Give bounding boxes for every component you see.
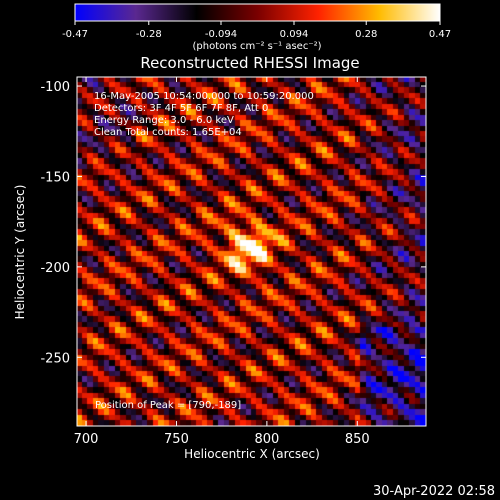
colorbar-tick-label: -0.28 xyxy=(136,29,162,40)
colorbar-tick-label: 0.094 xyxy=(280,29,309,40)
annotations: 16-May-2005 10:54:00.000 to 10:59:20.000… xyxy=(94,91,314,138)
x-axis: 700 750 800 850 xyxy=(74,77,370,447)
y-tick-label: -100 xyxy=(40,80,70,95)
colorbar-tick-label: -0.47 xyxy=(62,29,88,40)
peak-position-label: Position of Peak = [790,-189] xyxy=(95,400,241,411)
annotation-line: Clean Total counts: 1.65E+04 xyxy=(94,127,242,138)
x-tick-label: 850 xyxy=(345,432,370,447)
x-tick-label: 750 xyxy=(164,432,189,447)
colorbar-tick-label: 0.28 xyxy=(355,29,377,40)
y-tick-label: -200 xyxy=(40,261,70,276)
colorbar-gradient xyxy=(74,3,441,22)
y-tick-label: -250 xyxy=(40,351,70,366)
plot-frame xyxy=(76,76,427,427)
timestamp: 30-Apr-2022 02:58 xyxy=(373,484,495,499)
colorbar-ticks: -0.47 -0.28 -0.094 0.094 0.28 0.47 xyxy=(62,21,451,40)
heatmap-image xyxy=(76,76,427,427)
y-axis-label: Heliocentric Y (arcsec) xyxy=(13,185,27,320)
x-axis-label: Heliocentric X (arcsec) xyxy=(184,447,320,461)
annotation-line: Detectors: 3F 4F 5F 6F 7F 8F, Att 0 xyxy=(94,103,268,114)
heatmap-canvas xyxy=(77,77,426,426)
x-tick-label: 700 xyxy=(74,432,99,447)
x-tick-label: 800 xyxy=(254,432,279,447)
colorbar-tick-label: 0.47 xyxy=(429,29,451,40)
colorbar-tick-label: -0.094 xyxy=(205,29,237,40)
y-axis: -100 -150 -200 -250 xyxy=(40,80,426,366)
y-tick-label: -150 xyxy=(40,170,70,185)
annotation-line: 16-May-2005 10:54:00.000 to 10:59:20.000 xyxy=(94,91,314,102)
chart-title: Reconstructed RHESSI Image xyxy=(140,54,359,72)
colorbar-unit-label: (photons cm⁻² s⁻¹ asec⁻²) xyxy=(192,41,321,52)
colorbar: -0.47 -0.28 -0.094 0.094 0.28 0.47 (photons c… xyxy=(62,3,451,52)
annotation-line: Energy Range: 3.0 - 6.0 keV xyxy=(94,115,234,126)
